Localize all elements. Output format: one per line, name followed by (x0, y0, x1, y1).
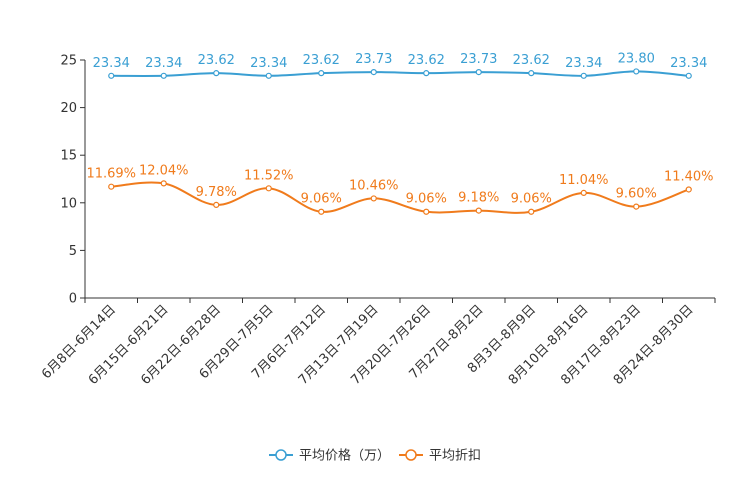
legend-label: 平均折扣 (429, 449, 481, 464)
data-label: 23.62 (513, 53, 550, 68)
series-line (111, 181, 690, 214)
data-point (370, 195, 377, 202)
data-label: 11.04% (559, 173, 609, 188)
legend-item[interactable]: 平均折扣 (399, 449, 481, 464)
legend-label: 平均价格（万） (299, 448, 390, 464)
data-point (633, 203, 640, 210)
legend-item[interactable]: 平均价格（万） (269, 448, 390, 464)
y-tick-label: 5 (69, 244, 77, 259)
data-point (160, 180, 167, 187)
data-point (370, 68, 377, 76)
data-point (213, 70, 220, 77)
data-point (528, 208, 535, 215)
data-label: 23.34 (145, 56, 182, 71)
data-point (685, 72, 692, 79)
data-point (475, 68, 482, 76)
legend-marker-icon (275, 449, 287, 461)
data-point (633, 68, 640, 75)
data-point (528, 70, 535, 77)
axes: 05101520256月8日-6月14日6月15日-6月21日6月22日-6月2… (39, 54, 716, 388)
data-label: 23.62 (198, 53, 235, 68)
data-labels: 23.34 23.34 23.62 23.34 23.62 23.73 23.62 23.73… (86, 51, 713, 206)
y-tick-label: 10 (60, 196, 77, 211)
data-point (160, 72, 167, 79)
data-label: 23.34 (565, 56, 602, 71)
data-label: 23.34 (250, 56, 287, 71)
data-point (580, 189, 587, 196)
data-label: 9.06% (511, 192, 552, 207)
legend-marker-icon (405, 449, 417, 461)
data-point (580, 72, 587, 79)
series-line (111, 70, 689, 78)
data-label: 12.04% (139, 163, 189, 178)
data-label: 9.18% (458, 191, 499, 206)
data-point (475, 207, 482, 214)
data-point (265, 72, 272, 79)
legend[interactable]: 平均价格（万） 平均折扣 (269, 448, 481, 464)
data-point (318, 208, 325, 215)
data-label: 23.62 (408, 53, 445, 68)
data-label: 23.62 (303, 53, 340, 68)
data-point (423, 208, 430, 215)
y-tick-label: 0 (69, 292, 77, 307)
data-point (108, 183, 115, 190)
data-point (423, 70, 430, 77)
data-label: 23.80 (618, 51, 655, 66)
data-label: 23.34 (93, 56, 130, 71)
data-label: 10.46% (349, 178, 399, 193)
data-point (108, 72, 115, 79)
data-point (685, 186, 692, 193)
series-lines (108, 68, 692, 215)
data-label: 9.60% (616, 187, 657, 202)
y-tick-label: 15 (60, 149, 77, 164)
data-label: 11.40% (664, 169, 714, 184)
y-tick-label: 20 (60, 101, 77, 116)
data-label: 23.73 (460, 52, 497, 67)
data-point (213, 201, 220, 208)
data-label: 11.69% (86, 167, 136, 182)
data-label: 11.52% (244, 168, 294, 183)
data-label: 23.73 (355, 52, 392, 67)
data-label: 9.06% (406, 192, 447, 207)
data-label: 9.78% (196, 185, 237, 200)
data-label: 9.06% (301, 192, 342, 207)
data-label: 23.34 (670, 56, 707, 71)
data-point (265, 185, 272, 192)
y-tick-label: 25 (60, 54, 77, 69)
data-point (318, 70, 325, 77)
